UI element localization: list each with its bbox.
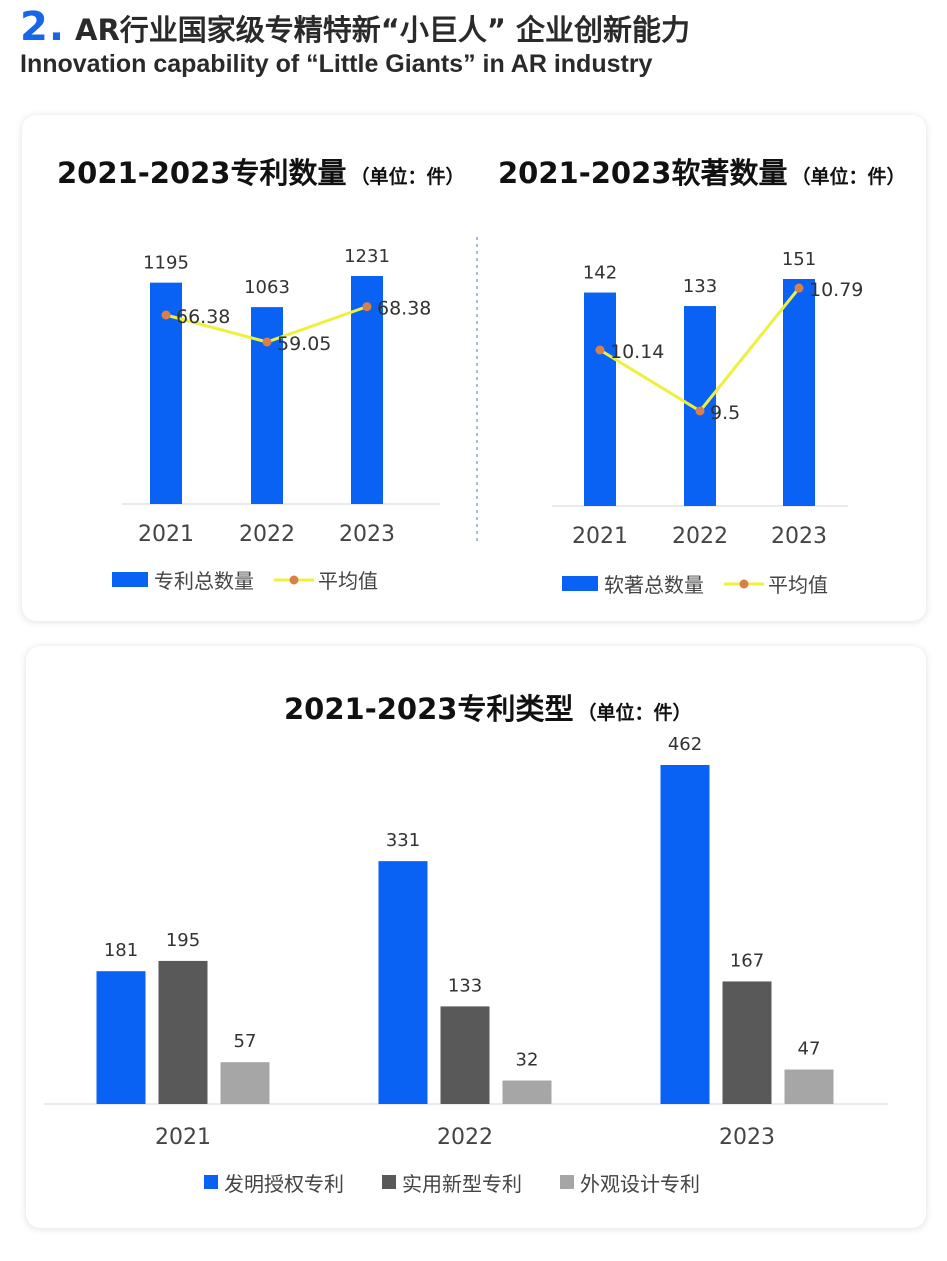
patent-type-x-tick: 2022 (437, 1125, 493, 1150)
patent-type-unit: （单位：件） (577, 701, 691, 724)
software-count-avg-marker (794, 283, 804, 293)
patent-type-bar-label-design: 57 (234, 1031, 257, 1052)
software-count-bar (783, 279, 815, 506)
patent-type-legend-label-invention: 发明授权专利 (224, 1172, 344, 1196)
software-count-x-tick: 2021 (572, 524, 628, 549)
bottom-chart-card: 2021-2023专利类型 （单位：件） 181 195 57 2021 331 133 32… (26, 646, 926, 1228)
page-header: 2. AR行业国家级专精特新“小巨人” 企业创新能力 Innovation ca… (20, 4, 940, 79)
patent-type-legend-swatch-design (560, 1175, 574, 1189)
software-count-x-tick: 2022 (672, 524, 728, 549)
patent-count-legend-bar-swatch (112, 572, 148, 587)
software-count-avg-label: 10.14 (610, 341, 664, 363)
patent-count-bar (351, 276, 383, 504)
patent-count-legend-line-label: 平均值 (318, 569, 378, 593)
patent-type-bar-invention (378, 861, 428, 1104)
patent-type-bar-utility (440, 1006, 490, 1104)
section-number: 2. (20, 4, 66, 50)
patent-type-title-text: 2021-2023专利类型 (284, 692, 573, 726)
patent-type-bar-label-utility: 167 (730, 950, 764, 971)
patent-count-avg-marker (362, 302, 372, 312)
software-count-legend-bar-swatch (562, 576, 598, 591)
patent-count-legend-line-marker (289, 575, 299, 585)
patent-type-legend-swatch-invention (204, 1175, 218, 1189)
top-charts-svg: 2021-2023专利数量 （单位：件） 2021-2023软著数量 （单位：件） … (57, 156, 905, 597)
software-count-avg-label: 10.79 (809, 279, 863, 301)
patent-type-title: 2021-2023专利类型 （单位：件） (284, 692, 691, 726)
patent-type-bar-label-invention: 181 (104, 940, 138, 961)
page-subtitle: Innovation capability of “Little Giants”… (20, 50, 653, 78)
patent-count-bar-label: 1231 (344, 246, 390, 267)
patent-type-legend-label-design: 外观设计专利 (580, 1172, 700, 1196)
patent-type-bar-label-utility: 195 (166, 930, 200, 951)
patent-count-avg-label: 66.38 (176, 306, 230, 328)
patent-type-x-tick: 2021 (155, 1125, 211, 1150)
software-count-avg-marker (595, 345, 605, 355)
software-count-title: 2021-2023软著数量 （单位：件） (498, 156, 905, 190)
patent-type-bar-utility (722, 981, 772, 1104)
patent-count-avg-label: 68.38 (377, 298, 431, 320)
patent-type-bar-invention (660, 765, 710, 1104)
software-count-avg-marker (695, 406, 705, 416)
patent-type-bar-design (502, 1080, 552, 1104)
patent-type-bar-invention (96, 971, 146, 1104)
patent-count-bar-label: 1063 (244, 277, 290, 298)
software-count-bar-label: 151 (782, 249, 816, 270)
top-charts-card: 2021-2023专利数量 （单位：件） 2021-2023软著数量 （单位：件） … (22, 115, 926, 621)
software-count-unit: （单位：件） (791, 165, 905, 188)
patent-type-x-tick: 2023 (719, 1125, 775, 1150)
patent-count-title: 2021-2023专利数量 （单位：件） (57, 156, 464, 190)
software-count-bar-label: 142 (583, 263, 617, 284)
software-count-bar (584, 292, 616, 506)
patent-type-bar-label-design: 32 (516, 1050, 539, 1071)
patent-type-bar-design (784, 1069, 834, 1104)
patent-type-svg: 2021-2023专利类型 （单位：件） 181 195 57 2021 331 133 32… (44, 692, 888, 1196)
patent-type-bar-label-invention: 331 (386, 830, 420, 851)
patent-type-bar-label-utility: 133 (448, 975, 482, 996)
patent-type-legend-swatch-utility (382, 1175, 396, 1189)
patent-type-legend-label-utility: 实用新型专利 (402, 1172, 522, 1196)
patent-count-x-tick: 2023 (339, 522, 395, 547)
software-count-x-tick: 2023 (771, 524, 827, 549)
software-count-legend-bar-label: 软著总数量 (604, 573, 704, 597)
patent-type-bar-label-invention: 462 (668, 734, 702, 755)
patent-type-chart: 181 195 57 2021 331 133 32 2022 462 167 47 2023 发明授权… (44, 734, 888, 1196)
patent-count-x-tick: 2022 (239, 522, 295, 547)
software-count-avg-label: 9.5 (710, 402, 740, 424)
patent-count-avg-marker (161, 310, 171, 320)
patent-count-bar-label: 1195 (143, 253, 189, 274)
patent-type-bar-label-design: 47 (798, 1039, 821, 1060)
software-count-bar-label: 133 (683, 276, 717, 297)
software-count-legend-line-marker (739, 579, 749, 589)
patent-count-title-text: 2021-2023专利数量 (57, 156, 346, 190)
software-count-legend-line-label: 平均值 (768, 573, 828, 597)
software-count-chart: 142 2021 133 2022 151 2023 10.14 9.5 10.79 软著总数量 平… (552, 249, 863, 597)
patent-type-bar-utility (158, 960, 208, 1104)
patent-count-x-tick: 2021 (138, 522, 194, 547)
page-title: AR行业国家级专精特新“小巨人” 企业创新能力 (75, 13, 691, 47)
patent-count-chart: 1195 2021 1063 2022 1231 2023 66.38 59.05 68.38 专… (112, 246, 440, 593)
patent-count-avg-label: 59.05 (277, 333, 331, 355)
software-count-title-text: 2021-2023软著数量 (498, 156, 787, 190)
patent-count-legend-bar-label: 专利总数量 (154, 569, 254, 593)
patent-count-unit: （单位：件） (350, 165, 464, 188)
patent-count-avg-marker (262, 337, 272, 347)
patent-count-bar (150, 282, 182, 504)
patent-type-bar-design (220, 1062, 270, 1104)
